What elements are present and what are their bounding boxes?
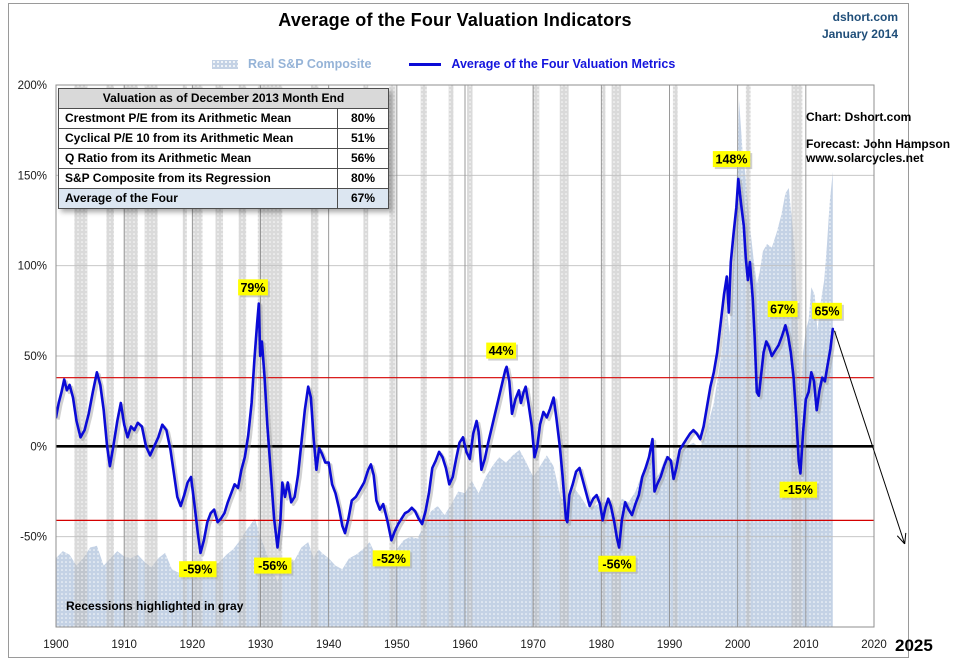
x-tick-label: 1950 bbox=[384, 639, 410, 651]
row-label: Crestmont P/E from its Arithmetic Mean bbox=[58, 108, 338, 129]
forecast-credit: Forecast: John Hampson www.solarcycles.n… bbox=[806, 137, 950, 165]
legend-line-label: Average of the Four Valuation Metrics bbox=[451, 57, 676, 71]
forecast-credit-url: www.solarcycles.net bbox=[806, 151, 924, 165]
forecast-credit-name: Forecast: John Hampson bbox=[806, 137, 951, 151]
x-tick-label: 1970 bbox=[520, 639, 546, 651]
svg-text:-15%: -15% bbox=[784, 483, 813, 497]
table-header-row: Valuation as of December 2013 Month End bbox=[58, 88, 389, 109]
table-row: Cyclical P/E 10 from its Arithmetic Mean… bbox=[58, 128, 389, 149]
valuation-line-group bbox=[56, 177, 837, 557]
source-date: January 2014 bbox=[821, 27, 898, 41]
data-label: -15% bbox=[779, 481, 820, 500]
area-swatch-icon bbox=[212, 59, 238, 69]
y-tick-label: 0% bbox=[30, 441, 47, 453]
source-site: dshort.com bbox=[832, 10, 898, 24]
data-label: 44% bbox=[486, 342, 519, 361]
table-row: Q Ratio from its Arithmetic Mean 56% bbox=[58, 148, 389, 169]
x-tick-label: 2000 bbox=[725, 639, 751, 651]
data-label: 79% bbox=[238, 279, 270, 298]
x-tick-label: 1920 bbox=[180, 639, 206, 651]
data-label: 65% bbox=[812, 302, 844, 321]
x-tick-label: 2020 bbox=[861, 639, 887, 651]
row-value: 67% bbox=[337, 188, 389, 209]
data-label: 67% bbox=[767, 301, 800, 320]
plot-border bbox=[55, 84, 875, 628]
forecast-arrow bbox=[833, 330, 907, 545]
svg-text:67%: 67% bbox=[770, 303, 795, 317]
chart-outer-border bbox=[8, 3, 909, 658]
row-label: Cyclical P/E 10 from its Arithmetic Mean bbox=[58, 128, 338, 149]
data-label: -59% bbox=[179, 561, 219, 580]
x-tick-label: 1960 bbox=[452, 639, 478, 651]
row-value: 80% bbox=[337, 108, 389, 129]
svg-text:-56%: -56% bbox=[602, 557, 631, 571]
x-tick-label: 1930 bbox=[248, 639, 274, 651]
arrowhead bbox=[904, 532, 907, 544]
x-axis-labels: 1900 1910 1920 1930 1940 1950 1960 1970 1980 1990… bbox=[43, 639, 887, 651]
x-tick-label: 1910 bbox=[111, 639, 137, 651]
valuation-line bbox=[56, 177, 835, 555]
recession-note: Recessions highlighted in gray bbox=[66, 599, 244, 613]
forecast-year-label: 2025 bbox=[895, 636, 933, 655]
x-tick-label: 2010 bbox=[793, 639, 819, 651]
table-header: Valuation as of December 2013 Month End bbox=[58, 88, 389, 109]
svg-text:-52%: -52% bbox=[377, 552, 406, 566]
legend-area-label: Real S&P Composite bbox=[248, 57, 372, 71]
y-axis-labels: 200% 150% 100% 50% 0% -50% bbox=[18, 80, 47, 544]
data-label: -52% bbox=[372, 550, 413, 569]
svg-text:-59%: -59% bbox=[183, 563, 212, 577]
y-tick-label: 200% bbox=[18, 80, 47, 92]
data-label: -56% bbox=[254, 557, 294, 576]
row-value: 56% bbox=[337, 148, 389, 169]
svg-text:79%: 79% bbox=[240, 281, 265, 295]
data-label: 148% bbox=[712, 151, 753, 170]
y-tick-label: -50% bbox=[20, 532, 47, 544]
x-tick-label: 1940 bbox=[316, 639, 342, 651]
y-tick-label: 50% bbox=[24, 351, 47, 363]
valuation-table: Valuation as of December 2013 Month End … bbox=[58, 88, 389, 209]
row-label: Average of the Four bbox=[58, 188, 338, 209]
chart-legend: Real S&P Composite Average of the Four V… bbox=[212, 57, 675, 71]
data-labels: 79% 44% 148% 67% 65% -59% -56% -52% -56% -15% bbox=[179, 151, 844, 580]
svg-text:65%: 65% bbox=[814, 304, 839, 318]
row-label: Q Ratio from its Arithmetic Mean bbox=[58, 148, 338, 169]
y-tick-label: 100% bbox=[18, 261, 47, 273]
data-label: -56% bbox=[598, 555, 638, 574]
chart-credit: Chart: Dshort.com bbox=[806, 110, 912, 124]
table-row: S&P Composite from its Regression 80% bbox=[58, 168, 389, 189]
row-value: 51% bbox=[337, 128, 389, 149]
table-row: Crestmont P/E from its Arithmetic Mean 8… bbox=[58, 108, 389, 129]
source-block: dshort.com January 2014 bbox=[756, 9, 898, 43]
x-tick-label: 1990 bbox=[657, 639, 683, 651]
x-tick-label: 1900 bbox=[43, 639, 69, 651]
svg-text:-56%: -56% bbox=[258, 559, 287, 573]
x-tick-label: 1980 bbox=[589, 639, 615, 651]
chart-title: Average of the Four Valuation Indicators bbox=[278, 10, 632, 30]
y-tick-label: 150% bbox=[18, 170, 47, 182]
arrowhead bbox=[896, 535, 906, 545]
table-row-average: Average of the Four 67% bbox=[58, 188, 389, 209]
svg-text:44%: 44% bbox=[489, 344, 514, 358]
line-swatch-icon bbox=[409, 62, 442, 66]
row-label: S&P Composite from its Regression bbox=[58, 168, 338, 189]
svg-text:148%: 148% bbox=[716, 153, 748, 167]
row-value: 80% bbox=[337, 168, 389, 189]
